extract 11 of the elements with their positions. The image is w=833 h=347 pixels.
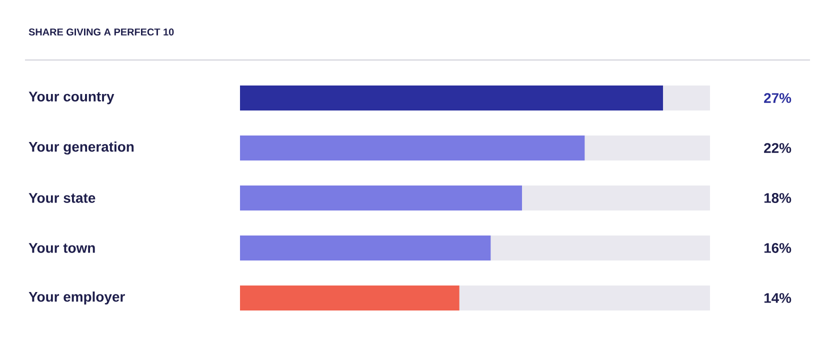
y-tick-label: Your state (28, 193, 96, 203)
data-label: 27% (764, 93, 792, 103)
text: SHARE GIVING A PERFECT 10 (28, 28, 174, 36)
y-tick-label: Your town (28, 243, 95, 253)
y-tick-label: Your country (28, 92, 114, 104)
data-label: 14% (764, 293, 792, 303)
y-tick-label: Your generation (28, 141, 134, 155)
y-tick-label: Your employer (28, 292, 125, 304)
data-label: 16% (764, 243, 792, 253)
data-label: 22% (764, 143, 792, 153)
data-label: 18% (764, 193, 792, 203)
